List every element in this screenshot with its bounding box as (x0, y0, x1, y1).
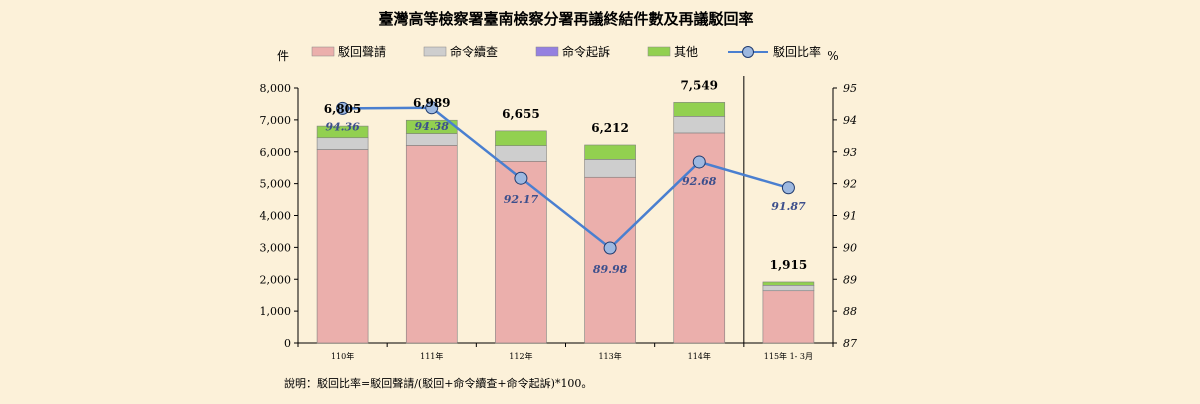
bar-segment (673, 116, 726, 134)
legend-label: 命令續查 (450, 44, 498, 59)
bar-segment (495, 161, 547, 344)
legend-swatch (535, 46, 559, 57)
rate-line (336, 101, 795, 255)
x-tick-label: 111年 (420, 351, 443, 361)
bar-total-label: 1,915 (770, 258, 808, 272)
rate-label: 94.36 (325, 120, 360, 133)
rate-label: 92.68 (682, 175, 717, 188)
y-right-tick-label: 88 (843, 305, 857, 318)
rate-label: 89.98 (593, 263, 628, 276)
rate-point (692, 155, 706, 169)
y-right-tick-label: 90 (843, 241, 857, 254)
bars (316, 102, 815, 344)
bar-segment (495, 145, 547, 162)
bar-segment (584, 144, 636, 160)
footnote: 說明：駁回比率=駁回聲請/(駁回+命令續查+命令起訴)*100。 (284, 376, 592, 390)
chart-title: 臺灣高等檢察署臺南檢察分署再議終結件數及再議駁回率 (378, 10, 753, 28)
bar-segment (584, 159, 636, 178)
axes: 0 1,000 2,000 3,000 4,000 5,000 6,000 7,000 8,00… (260, 76, 857, 361)
legend-swatch (311, 46, 335, 57)
x-tick-label: 110年 (331, 351, 354, 361)
y-tick-label: 8,000 (260, 82, 292, 95)
bar-total-label: 6,655 (502, 107, 540, 121)
bar-segment (762, 281, 815, 286)
y-right-tick-label: 87 (843, 337, 857, 350)
bar-segment (762, 285, 815, 292)
rate-label: 92.17 (504, 193, 539, 206)
rate-point (336, 101, 350, 115)
legend-marker (742, 46, 754, 58)
y-tick-label: 7,000 (260, 114, 292, 127)
y-right-tick-label: 91 (843, 210, 857, 223)
legend-label: 駁回聲請 (338, 44, 386, 59)
legend-label: 命令起訴 (562, 44, 610, 59)
rate-point (514, 171, 528, 185)
bar-total-label: 6,805 (324, 102, 362, 116)
y-right-tick-label: 94 (843, 114, 857, 127)
y-tick-label: 4,000 (260, 210, 292, 223)
legend-label: 駁回比率 (773, 44, 821, 59)
legend-swatch (423, 46, 447, 57)
rate-label: 91.87 (771, 200, 806, 213)
bar-segment (762, 290, 815, 344)
x-tick-label: 113年 (598, 351, 621, 361)
legend: 駁回聲請 命令續查 命令起訴 其他 駁回比率 (311, 44, 821, 59)
y-tick-label: 2,000 (260, 273, 292, 286)
y-right-tick-label: 92 (843, 178, 857, 191)
right-axis-unit: % (827, 49, 838, 63)
y-right-tick-label: 93 (843, 146, 857, 159)
bar-total-label: 6,212 (591, 121, 629, 135)
y-tick-label: 5,000 (260, 178, 292, 191)
bar-segment (316, 125, 369, 139)
bar-segment (584, 176, 636, 344)
bar-segment (405, 145, 458, 344)
y-tick-label: 6,000 (260, 146, 292, 159)
x-tick-label: 112年 (509, 351, 532, 361)
left-axis-unit: 件 (277, 49, 289, 63)
legend-swatch (647, 46, 671, 57)
y-right-tick-label: 95 (843, 82, 857, 95)
bar-segment (316, 149, 369, 344)
data-labels: 6,805 6,989 6,655 6,212 7,549 1,915 94.36 94.38… (324, 78, 807, 276)
rate-label: 94.38 (415, 120, 450, 133)
rate-point (781, 181, 795, 195)
bar-total-label: 7,549 (680, 78, 718, 92)
bar-segment (495, 130, 547, 146)
y-tick-label: 0 (284, 337, 291, 350)
rate-point (425, 101, 439, 115)
legend-label: 其他 (674, 45, 698, 59)
y-tick-label: 3,000 (260, 241, 292, 254)
bar-total-label: 6,989 (413, 96, 451, 110)
y-right-tick-label: 89 (843, 273, 857, 286)
x-tick-label: 114年 (688, 351, 711, 361)
bar-segment (316, 137, 369, 150)
rate-polyline (342, 106, 789, 250)
rate-point (603, 241, 617, 255)
bar-segment (405, 133, 458, 146)
bar-segment (673, 102, 726, 117)
y-tick-label: 1,000 (260, 305, 292, 318)
x-tick-label: 115年 1- 3月 (764, 351, 813, 361)
